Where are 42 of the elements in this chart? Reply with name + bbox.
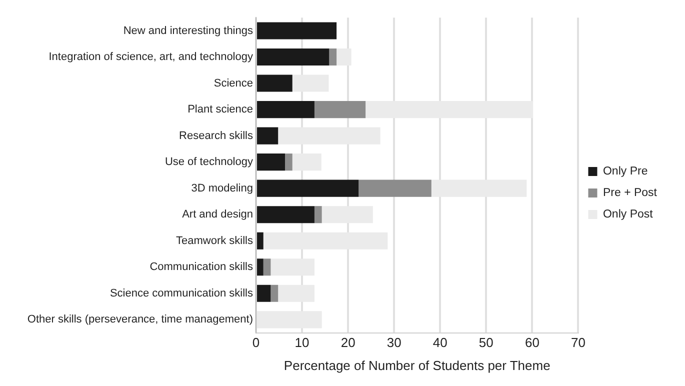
y-tick-label: Science [214,77,253,90]
x-tick-label: 10 [294,335,310,350]
bar [257,232,264,250]
bar [257,48,330,66]
legend-label: Pre + Post [602,187,658,200]
bar [257,74,292,92]
bar [257,258,264,276]
y-tick-label: Other skills (perseverance, time management) [27,314,253,326]
x-tick-label: 0 [252,335,260,350]
bar [358,180,432,197]
bar [257,206,314,224]
legend-label: Only Pre [602,166,648,178]
y-tick-label: New and interesting things [123,24,254,37]
y-tick-label: Use of technology [164,156,254,168]
x-axis-title: Percentage of Number of Students per Theme [284,358,550,373]
bar [263,258,271,276]
bar [257,180,359,197]
x-tick-label: 20 [340,335,356,350]
bar [270,284,278,302]
y-tick-label: Integration of science, art, and technology [48,51,254,64]
bar [257,22,337,40]
y-tick-label: Teamwork skills [176,234,254,247]
bar [257,154,285,171]
y-tick-label: Research skills [179,130,254,142]
bar [257,100,314,118]
y-tick-label: Science communication skills [110,287,254,300]
bar [285,154,292,171]
legend-label: Only Post [602,208,654,221]
y-tick-label: Communication skills [150,261,254,274]
bar [314,206,322,224]
bar [257,284,271,302]
x-tick-label: 40 [432,335,448,350]
bar [257,127,278,144]
x-tick-label: 70 [571,335,586,350]
y-tick-label: Art and design [182,208,253,221]
x-tick-label: 50 [478,335,494,350]
y-tick-label: 3D modeling [191,182,253,194]
x-tick-label: 30 [386,335,402,350]
y-tick-label: Plant science [188,104,253,116]
x-tick-label: 60 [524,335,540,350]
bar [314,100,366,118]
bar [329,48,337,66]
